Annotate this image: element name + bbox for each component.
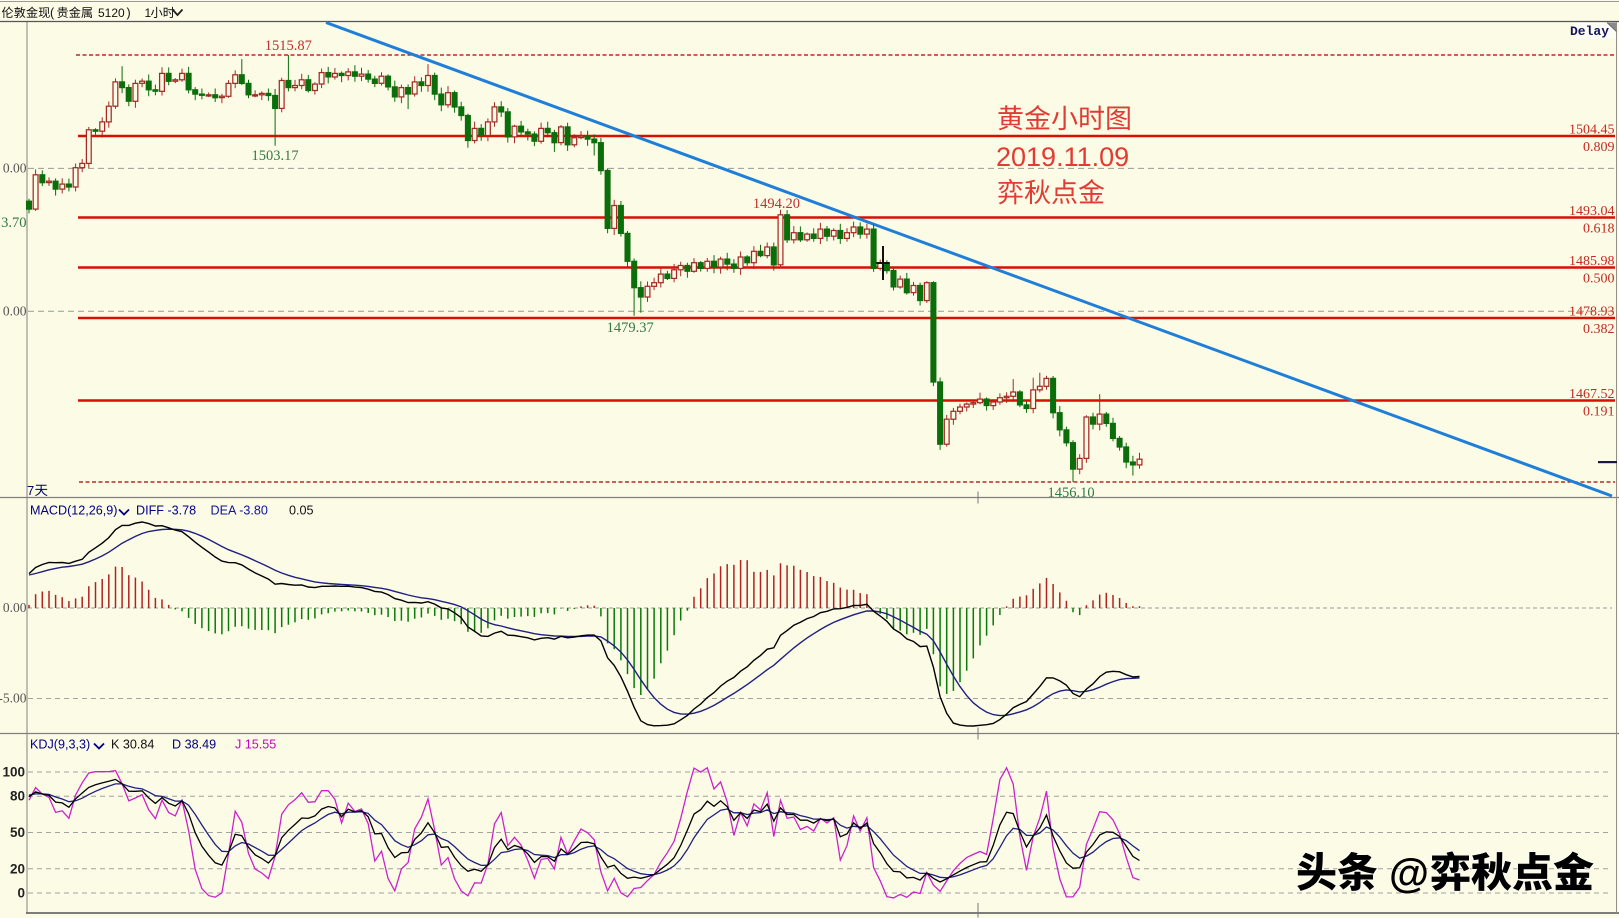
svg-text:0.00: 0.00 [3,161,27,176]
svg-text:D 38.49: D 38.49 [172,738,216,752]
svg-text:0.00: 0.00 [3,304,27,319]
svg-text:1494.20: 1494.20 [753,196,800,212]
svg-text:1: 1 [145,6,152,20]
svg-text:): ) [127,6,131,20]
svg-text:0.00: 0.00 [3,600,27,615]
svg-text:1493.04: 1493.04 [1569,204,1615,219]
svg-text:50: 50 [10,825,25,840]
svg-text:0.618: 0.618 [1583,222,1615,237]
svg-text:0.05: 0.05 [289,504,314,518]
svg-text:5120: 5120 [98,6,125,20]
svg-text:0.809: 0.809 [1583,140,1615,155]
svg-text:7: 7 [27,483,34,498]
svg-text:1479.37: 1479.37 [607,320,654,336]
svg-text:80: 80 [10,789,25,804]
svg-text:MACD(12,26,9): MACD(12,26,9) [30,504,118,518]
svg-text:3.70: 3.70 [1,215,26,231]
svg-text:1504.45: 1504.45 [1569,123,1615,138]
svg-text:0.382: 0.382 [1583,322,1615,337]
svg-text:DEA -3.80: DEA -3.80 [211,504,268,518]
svg-text:1456.10: 1456.10 [1047,485,1094,501]
svg-text:K 30.84: K 30.84 [111,738,154,752]
svg-text:1503.17: 1503.17 [251,148,298,164]
svg-text:@: @ [1389,850,1429,896]
svg-text:1485.98: 1485.98 [1569,254,1615,269]
svg-text:2019.11.09: 2019.11.09 [996,142,1129,172]
svg-text:(: ( [50,6,55,20]
svg-text:1515.87: 1515.87 [265,38,312,54]
svg-text:20: 20 [10,861,25,876]
svg-text:J 15.55: J 15.55 [235,738,276,752]
svg-text:-5.00: -5.00 [0,691,27,706]
svg-text:1467.52: 1467.52 [1569,387,1615,402]
svg-text:0: 0 [17,886,25,901]
svg-text:DIFF -3.78: DIFF -3.78 [136,504,196,518]
svg-text:KDJ(9,3,3): KDJ(9,3,3) [30,738,90,752]
svg-text:1478.93: 1478.93 [1569,305,1615,320]
svg-text:0.500: 0.500 [1583,272,1615,287]
svg-text:100: 100 [2,765,25,780]
svg-text:Delay: Delay [1570,24,1609,39]
svg-text:0.191: 0.191 [1583,405,1615,420]
